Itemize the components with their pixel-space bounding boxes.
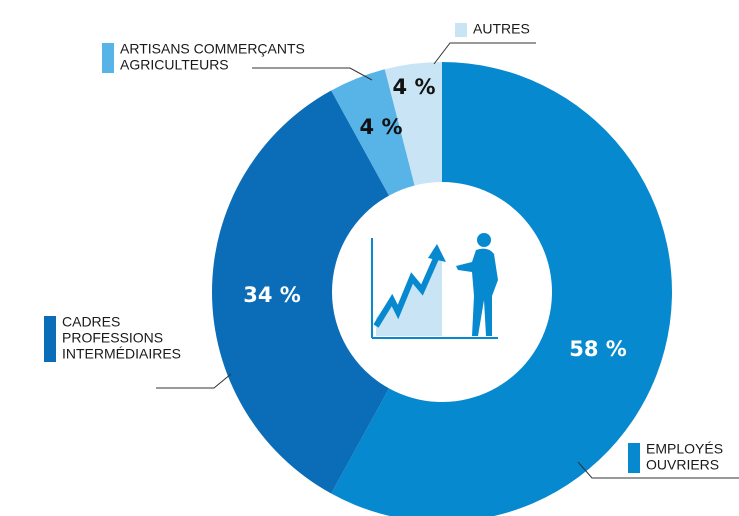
- legend-swatch: [44, 316, 56, 362]
- leader-line: [434, 43, 536, 64]
- legend-label: OUVRIERS: [646, 457, 719, 473]
- value-label: 58 %: [569, 337, 627, 361]
- legend-label: ARTISANS COMMERÇANTS: [120, 41, 305, 57]
- legend-swatch: [455, 23, 467, 37]
- legend-label: INTERMÉDIAIRES: [62, 346, 181, 362]
- legend-swatch: [102, 43, 114, 73]
- value-label: 4 %: [360, 115, 403, 139]
- chart: EMPLOYÉSOUVRIERS CADRESPROFESSIONSINTERMÉ…: [0, 0, 739, 516]
- legend-label: CADRES: [62, 314, 120, 330]
- legend-label: PROFESSIONS: [62, 330, 163, 346]
- leader-line: [252, 68, 372, 80]
- center-icon: [372, 233, 498, 338]
- leader-line: [156, 374, 231, 388]
- legend-label: EMPLOYÉS: [646, 441, 723, 457]
- value-label: 34 %: [243, 283, 301, 307]
- value-label: 4 %: [393, 75, 436, 99]
- legend-label: AGRICULTEURS: [120, 57, 229, 73]
- legend-label: AUTRES: [473, 21, 530, 37]
- legend-swatch: [628, 443, 640, 473]
